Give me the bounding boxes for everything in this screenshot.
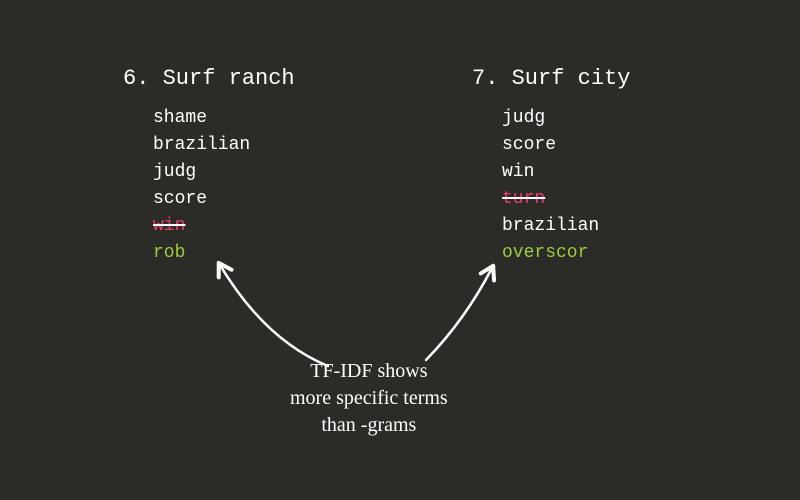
term-item: judg	[502, 105, 630, 132]
term-item: score	[502, 132, 630, 159]
term-item: score	[153, 186, 295, 213]
column-number: 6.	[123, 66, 149, 91]
term-list: judgscorewinturnbrazilianoverscor	[502, 105, 630, 267]
column-title: Surf ranch	[163, 66, 295, 91]
arrow-right	[426, 268, 492, 360]
column-title: Surf city	[512, 66, 631, 91]
column-surf-ranch: 6. Surf ranch shamebrazilianjudgscorewin…	[123, 66, 295, 267]
term-list: shamebrazilianjudgscorewinrob	[153, 105, 295, 267]
term-item: judg	[153, 159, 295, 186]
term-item: win	[153, 213, 295, 240]
term-item: overscor	[502, 240, 630, 267]
term-item: shame	[153, 105, 295, 132]
term-item: turn	[502, 186, 630, 213]
term-item: rob	[153, 240, 295, 267]
arrow-left	[220, 265, 328, 366]
column-number: 7.	[472, 66, 498, 91]
column-surf-city: 7. Surf city judgscorewinturnbrazilianov…	[472, 66, 630, 267]
slide-stage: 6. Surf ranch shamebrazilianjudgscorewin…	[0, 0, 800, 500]
term-item: brazilian	[153, 132, 295, 159]
term-item: win	[502, 159, 630, 186]
column-heading: 7. Surf city	[472, 66, 630, 91]
column-heading: 6. Surf ranch	[123, 66, 295, 91]
annotation-text: TF-IDF shows more specific terms than -g…	[290, 358, 448, 439]
term-item: brazilian	[502, 213, 630, 240]
